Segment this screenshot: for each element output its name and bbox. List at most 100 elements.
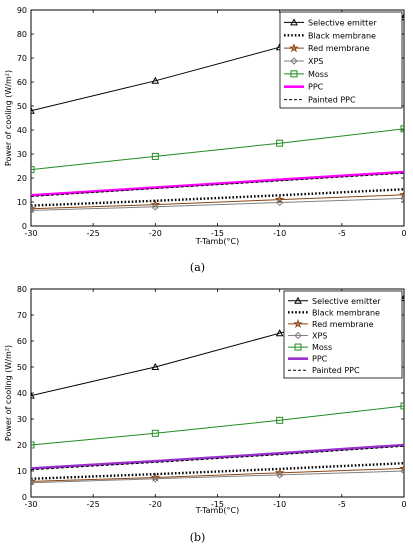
x-tick-label: 0 <box>401 500 406 509</box>
legend-label: Red membrane <box>312 320 374 329</box>
y-tick-label: 70 <box>17 54 27 63</box>
legend-label: PPC <box>312 355 328 364</box>
data-point <box>276 416 284 424</box>
legend-label: Painted PPC <box>308 96 356 105</box>
x-tick-label: -20 <box>149 229 162 238</box>
data-point <box>275 471 284 479</box>
y-tick-label: 60 <box>17 78 27 87</box>
data-point <box>151 362 160 370</box>
data-point <box>31 476 36 486</box>
series-line-moss <box>31 128 404 171</box>
y-tick-label: 80 <box>17 30 27 39</box>
y-tick-label: 60 <box>17 337 27 346</box>
y-tick-label: 30 <box>17 415 27 424</box>
legend-label: PPC <box>308 83 324 92</box>
y-tick-label: 50 <box>17 102 27 111</box>
legend-marker <box>294 296 302 304</box>
data-point <box>31 478 35 487</box>
data-point <box>400 13 404 21</box>
x-tick-label: -5 <box>338 229 346 238</box>
y-axis-label: Power of cooling (W/m²) <box>4 70 13 166</box>
legend-label: XPS <box>308 57 323 66</box>
chart-b: -30 -25 -20 -15 -10 -5 0 0 10 20 30 40 50 60 70 80 T-Tam… <box>4 285 407 544</box>
data-point <box>31 106 35 114</box>
data-point <box>151 76 160 84</box>
x-tick-label: -30 <box>24 229 37 238</box>
data-point <box>151 203 160 211</box>
data-point <box>275 329 284 337</box>
y-tick-label: 50 <box>17 363 27 372</box>
series-line-xps <box>31 470 404 484</box>
data-point <box>31 206 35 215</box>
data-point <box>399 189 404 199</box>
legend-marker <box>293 318 303 329</box>
legend-box <box>283 290 403 379</box>
y-tick-label: 70 <box>17 311 27 320</box>
y-tick-label: 0 <box>22 222 27 231</box>
data-point <box>31 166 35 174</box>
series-line-moss <box>31 405 404 446</box>
legend-label: Red membrane <box>308 44 370 53</box>
legend-label: XPS <box>312 332 327 341</box>
data-point <box>150 199 161 209</box>
figure-caption: (a) <box>190 261 205 274</box>
y-tick-label: 10 <box>17 198 27 207</box>
chart-a: -30 -25 -20 -15 -10 -5 0 0 10 20 30 40 50 60 70 80 90 T-T… <box>4 6 407 274</box>
data-point <box>400 125 404 133</box>
data-point <box>275 198 284 207</box>
legend-label: Selective emitter <box>312 297 381 306</box>
x-tick-label: -10 <box>273 500 286 509</box>
legend: Selective emitter Black membrane Red membr… <box>279 11 403 109</box>
x-tick-label: -25 <box>87 500 100 509</box>
series-line-black-membrane <box>31 462 404 480</box>
data-point <box>276 139 284 147</box>
y-tick-label: 20 <box>17 441 27 450</box>
legend-label: Moss <box>312 343 332 352</box>
x-tick-label: -15 <box>211 229 224 238</box>
figure-caption: (b) <box>190 531 206 544</box>
y-tick-label: 10 <box>17 467 27 476</box>
series-line-ppc <box>31 443 404 470</box>
y-tick-label: 40 <box>17 126 27 135</box>
data-point <box>31 391 35 399</box>
series-line-painted-ppc <box>31 445 404 471</box>
legend: Selective emitter Black membrane Red membr… <box>283 290 403 379</box>
data-point <box>151 475 160 483</box>
data-point <box>400 467 404 475</box>
y-tick-label: 30 <box>17 150 27 159</box>
legend-marker <box>290 70 298 78</box>
data-point <box>274 194 285 204</box>
y-tick-label: 80 <box>17 285 27 294</box>
data-point <box>399 463 404 473</box>
data-point <box>400 402 404 410</box>
x-tick-label: -15 <box>211 500 224 509</box>
legend-label: Moss <box>308 70 328 79</box>
legend-label: Black membrane <box>312 308 380 317</box>
data-point <box>31 203 36 213</box>
series-line-painted-ppc <box>31 172 404 197</box>
series-line-ppc <box>31 170 404 197</box>
data-point <box>31 441 35 449</box>
legend-marker <box>294 343 302 351</box>
x-axis-label: T-Tamb(°C) <box>195 506 239 515</box>
x-tick-label: -20 <box>149 500 162 509</box>
x-tick-label: -5 <box>338 500 346 509</box>
y-tick-label: 40 <box>17 389 27 398</box>
x-tick-label: -25 <box>87 229 100 238</box>
series-line-red-membrane <box>31 194 404 210</box>
data-point <box>151 152 159 160</box>
data-point <box>400 194 404 203</box>
series-line-red-membrane <box>31 467 404 482</box>
legend-marker <box>290 18 298 26</box>
x-tick-label: -30 <box>24 500 37 509</box>
data-point <box>151 429 159 437</box>
legend-marker <box>294 331 302 340</box>
x-tick-label: -10 <box>273 229 286 238</box>
legend-box <box>279 11 403 109</box>
y-tick-label: 0 <box>22 493 27 502</box>
legend-label: Selective emitter <box>308 18 377 27</box>
y-tick-label: 90 <box>17 6 27 15</box>
data-point <box>400 294 404 302</box>
y-axis-label: Power of cooling (W/m²) <box>4 345 13 441</box>
